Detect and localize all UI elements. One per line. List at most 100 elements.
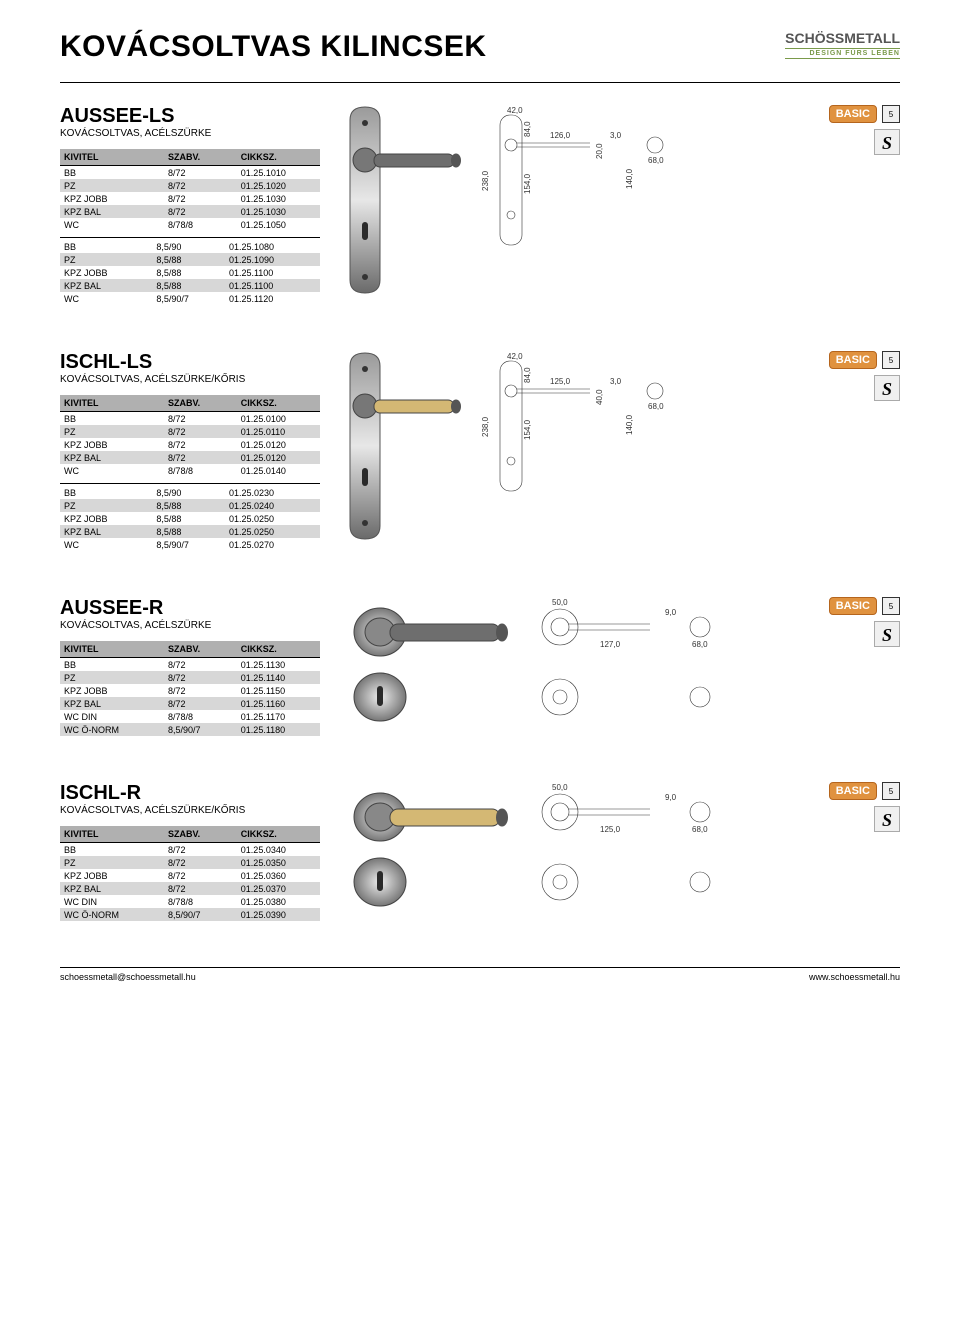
product-photo xyxy=(340,351,470,541)
cell-szabv: 8,5/88 xyxy=(152,279,225,292)
cell-cikksz: 01.25.0380 xyxy=(237,895,320,908)
cell-szabv: 8,5/90/7 xyxy=(152,292,225,305)
cell-cikksz: 01.25.0360 xyxy=(237,869,320,882)
footer-email: schoessmetall@schoessmetall.hu xyxy=(60,972,196,982)
svg-text:84,0: 84,0 xyxy=(523,367,532,383)
svg-text:125,0: 125,0 xyxy=(550,377,571,386)
table-row: WC 8/78/8 01.25.0140 xyxy=(60,464,320,477)
cell-szabv: 8/72 xyxy=(164,843,237,857)
cell-cikksz: 01.25.1010 xyxy=(237,166,320,180)
s-icon: S xyxy=(874,806,900,832)
svg-text:50,0: 50,0 xyxy=(552,598,568,607)
svg-text:238,0: 238,0 xyxy=(481,416,490,437)
cell-cikksz: 01.25.1090 xyxy=(225,253,320,266)
cell-szabv: 8,5/88 xyxy=(152,499,225,512)
brand-logo: SCHÖSSMETALL DESIGN FÜRS LEBEN xyxy=(785,30,900,59)
table-row: KPZ JOBB 8,5/88 01.25.0250 xyxy=(60,512,320,525)
warranty-icon: 5 xyxy=(882,597,900,615)
cell-cikksz: 01.25.1100 xyxy=(225,279,320,292)
cell-szabv: 8/72 xyxy=(164,684,237,697)
cell-kivitel: KPZ BAL xyxy=(60,279,152,292)
cell-kivitel: KPZ BAL xyxy=(60,525,152,538)
product-block: AUSSEE-R KOVÁCSOLTVAS, ACÉLSZÜRKE KIVITE… xyxy=(60,597,900,742)
svg-text:3,0: 3,0 xyxy=(610,131,622,140)
cell-kivitel: BB xyxy=(60,412,164,426)
cell-szabv: 8/78/8 xyxy=(164,464,237,477)
product-photo xyxy=(340,782,520,912)
basic-badge-icon: BASIC xyxy=(829,351,877,369)
cell-szabv: 8/78/8 xyxy=(164,710,237,723)
divider xyxy=(60,237,320,238)
s-icon: S xyxy=(874,129,900,155)
table-row: PZ 8/72 01.25.1140 xyxy=(60,671,320,684)
cell-szabv: 8,5/90 xyxy=(152,486,225,499)
cell-szabv: 8/78/8 xyxy=(164,218,237,231)
page-footer: schoessmetall@schoessmetall.hu www.schoe… xyxy=(60,967,900,982)
cell-szabv: 8,5/88 xyxy=(152,266,225,279)
cell-kivitel: PZ xyxy=(60,671,164,684)
svg-text:84,0: 84,0 xyxy=(523,121,532,137)
table-row: PZ 8/72 01.25.1020 xyxy=(60,179,320,192)
cell-kivitel: KPZ JOBB xyxy=(60,266,152,279)
dimension-drawing: 42,0 238,0 154,0 84,0 126,0 3,0 20,0 140… xyxy=(480,105,680,265)
cell-kivitel: KPZ BAL xyxy=(60,882,164,895)
divider xyxy=(60,82,900,83)
cell-szabv: 8/72 xyxy=(164,179,237,192)
cell-kivitel: KPZ JOBB xyxy=(60,869,164,882)
table-row: WC 8,5/90/7 01.25.1120 xyxy=(60,292,320,305)
cell-szabv: 8/72 xyxy=(164,425,237,438)
cell-kivitel: KPZ JOBB xyxy=(60,684,164,697)
product-title: ISCHL-LS xyxy=(60,351,320,374)
cell-cikksz: 01.25.1140 xyxy=(237,671,320,684)
product-subtitle: KOVÁCSOLTVAS, ACÉLSZÜRKE xyxy=(60,128,320,139)
cell-cikksz: 01.25.0230 xyxy=(225,486,320,499)
cell-cikksz: 01.25.1050 xyxy=(237,218,320,231)
cell-szabv: 8,5/88 xyxy=(152,253,225,266)
col-kivitel: KIVITEL xyxy=(60,149,164,166)
table-row: KPZ BAL 8/72 01.25.1160 xyxy=(60,697,320,710)
s-icon: S xyxy=(874,621,900,647)
table-row: KPZ JOBB 8,5/88 01.25.1100 xyxy=(60,266,320,279)
cell-cikksz: 01.25.1080 xyxy=(225,240,320,253)
cell-szabv: 8/72 xyxy=(164,697,237,710)
cell-cikksz: 01.25.0120 xyxy=(237,438,320,451)
cell-kivitel: WC Ö-NORM xyxy=(60,908,164,921)
cell-cikksz: 01.25.1130 xyxy=(237,658,320,672)
svg-text:42,0: 42,0 xyxy=(507,106,523,115)
col-cikksz: CIKKSZ. xyxy=(237,395,320,412)
table-row: BB 8/72 01.25.1010 xyxy=(60,166,320,180)
svg-text:68,0: 68,0 xyxy=(692,825,708,834)
cell-szabv: 8/72 xyxy=(164,412,237,426)
cell-szabv: 8/72 xyxy=(164,205,237,218)
cell-cikksz: 01.25.1150 xyxy=(237,684,320,697)
col-cikksz: CIKKSZ. xyxy=(237,149,320,166)
table-row: PZ 8/72 01.25.0350 xyxy=(60,856,320,869)
product-subtitle: KOVÁCSOLTVAS, ACÉLSZÜRKE/KŐRIS xyxy=(60,374,320,385)
cell-cikksz: 01.25.0350 xyxy=(237,856,320,869)
logo-name: SCHÖSSMETALL xyxy=(785,30,900,46)
logo-tagline: DESIGN FÜRS LEBEN xyxy=(785,48,900,59)
cell-cikksz: 01.25.0120 xyxy=(237,451,320,464)
cell-kivitel: KPZ JOBB xyxy=(60,438,164,451)
divider xyxy=(60,483,320,484)
cell-szabv: 8,5/88 xyxy=(152,525,225,538)
table-row: BB 8,5/90 01.25.1080 xyxy=(60,240,320,253)
table-row: KPZ BAL 8,5/88 01.25.1100 xyxy=(60,279,320,292)
cell-cikksz: 01.25.1100 xyxy=(225,266,320,279)
table-row: WC Ö-NORM 8,5/90/7 01.25.1180 xyxy=(60,723,320,736)
dimension-drawing: 50,0 9,0 125,0 68,0 xyxy=(530,782,730,922)
col-kivitel: KIVITEL xyxy=(60,395,164,412)
table-row: BB 8/72 01.25.0340 xyxy=(60,843,320,857)
cell-kivitel: BB xyxy=(60,166,164,180)
table-row: WC Ö-NORM 8,5/90/7 01.25.0390 xyxy=(60,908,320,921)
cell-cikksz: 01.25.0140 xyxy=(237,464,320,477)
cell-szabv: 8/72 xyxy=(164,869,237,882)
cell-kivitel: BB xyxy=(60,240,152,253)
table-row: KPZ BAL 8/72 01.25.0370 xyxy=(60,882,320,895)
cell-szabv: 8/72 xyxy=(164,671,237,684)
cell-kivitel: BB xyxy=(60,486,152,499)
cell-kivitel: PZ xyxy=(60,856,164,869)
table-row: PZ 8,5/88 01.25.1090 xyxy=(60,253,320,266)
cell-cikksz: 01.25.0390 xyxy=(237,908,320,921)
table-row: WC 8/78/8 01.25.1050 xyxy=(60,218,320,231)
